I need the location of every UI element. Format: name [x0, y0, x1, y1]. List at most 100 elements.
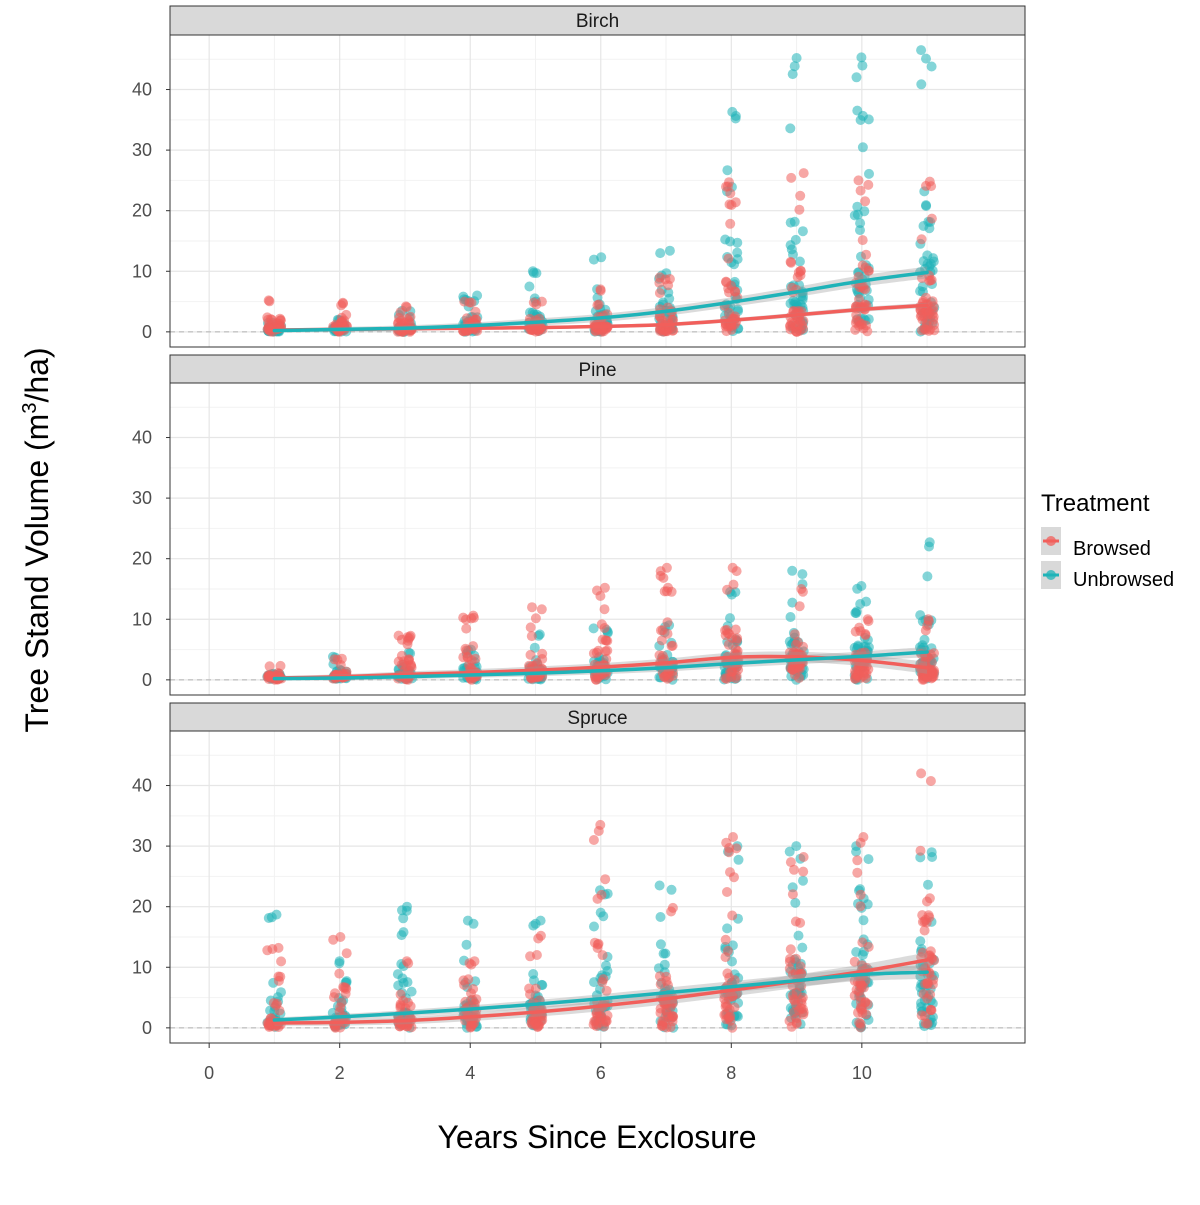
- data-point-unbrowsed: [528, 267, 539, 278]
- data-point-unbrowsed: [733, 854, 744, 865]
- y-tick-label: 30: [132, 140, 152, 160]
- data-point-browsed: [264, 296, 275, 307]
- data-point-browsed: [916, 768, 927, 779]
- data-point-unbrowsed: [849, 210, 860, 221]
- trend-ribbon-unbrowsed: [274, 965, 928, 1023]
- data-point-unbrowsed: [655, 248, 666, 259]
- data-point-unbrowsed: [797, 942, 808, 953]
- y-tick-label: 10: [132, 957, 152, 977]
- data-point-browsed: [850, 673, 860, 684]
- data-point-unbrowsed: [658, 948, 669, 959]
- legend-label-browsed: Browsed: [1073, 538, 1151, 560]
- panel-border: [169, 34, 1026, 348]
- data-point-unbrowsed: [588, 254, 599, 265]
- data-point-browsed: [922, 977, 933, 988]
- data-point-unbrowsed: [396, 930, 407, 941]
- data-point-browsed: [667, 670, 678, 681]
- data-point-unbrowsed: [798, 291, 808, 302]
- data-point-unbrowsed: [856, 52, 867, 63]
- data-point-browsed: [796, 1003, 806, 1014]
- data-point-browsed: [533, 933, 544, 944]
- data-point-unbrowsed: [787, 69, 798, 80]
- data-point-browsed: [925, 1005, 936, 1015]
- data-point-browsed: [919, 925, 930, 936]
- data-point-browsed: [793, 319, 804, 330]
- data-point-browsed: [593, 299, 604, 310]
- data-point-browsed: [861, 249, 872, 260]
- data-point-browsed: [726, 280, 736, 291]
- facet-strip: [169, 5, 1026, 36]
- data-point-unbrowsed: [528, 920, 539, 931]
- data-point-unbrowsed: [595, 907, 606, 918]
- data-point-browsed: [924, 275, 935, 286]
- data-point-unbrowsed: [921, 53, 931, 64]
- legend-entry-unbrowsed[interactable]: Unbrowsed: [1041, 561, 1174, 591]
- data-point-browsed: [662, 617, 673, 628]
- data-point-browsed: [468, 612, 479, 623]
- data-point-browsed: [536, 604, 547, 615]
- data-point-browsed: [598, 974, 609, 985]
- trend-line-unbrowsed: [272, 650, 929, 681]
- data-point-browsed: [795, 961, 806, 972]
- legend-entry-browsed[interactable]: Browsed: [1041, 527, 1151, 560]
- data-point-unbrowsed: [855, 218, 866, 229]
- data-point-browsed: [275, 971, 286, 982]
- data-point-browsed: [916, 1010, 927, 1021]
- data-point-unbrowsed: [401, 905, 412, 916]
- data-point-browsed: [661, 1005, 672, 1016]
- data-point-browsed: [524, 983, 535, 994]
- data-point-browsed: [461, 623, 472, 634]
- data-point-browsed: [722, 181, 733, 192]
- data-point-browsed: [795, 270, 806, 281]
- data-point-browsed: [470, 306, 481, 317]
- data-point-unbrowsed: [926, 61, 937, 72]
- data-point-browsed: [405, 630, 416, 641]
- data-point-browsed: [724, 992, 735, 1003]
- data-point-browsed: [860, 196, 871, 207]
- data-point-browsed: [666, 906, 677, 917]
- data-point-browsed: [334, 968, 345, 979]
- data-point-unbrowsed: [864, 168, 874, 179]
- data-point-browsed: [590, 674, 601, 685]
- data-point-unbrowsed: [398, 913, 409, 924]
- legend-title: Treatment: [1041, 490, 1150, 517]
- x-axis: 0 2 4 6 8 10: [204, 1043, 872, 1083]
- y-tick-label: 40: [132, 428, 152, 448]
- data-point-browsed: [336, 300, 347, 311]
- data-point-browsed: [601, 985, 612, 996]
- data-point-browsed: [657, 1016, 668, 1027]
- data-point-browsed: [921, 180, 931, 191]
- data-point-unbrowsed: [588, 623, 599, 634]
- data-point-browsed: [797, 586, 808, 597]
- data-point-browsed: [852, 867, 863, 878]
- data-point-browsed: [729, 1002, 740, 1013]
- data-point-browsed: [723, 1013, 734, 1024]
- data-point-unbrowsed: [468, 918, 479, 929]
- x-tick-label: 2: [335, 1063, 345, 1083]
- data-point-browsed: [595, 285, 606, 296]
- y-axis-title: Tree Stand Volume (m3/ha): [19, 347, 55, 732]
- data-point-unbrowsed: [654, 880, 665, 891]
- data-point-browsed: [399, 656, 409, 667]
- data-point-browsed: [855, 185, 866, 196]
- legend-key-point-unbrowsed: [1046, 570, 1056, 580]
- data-point-unbrowsed: [916, 45, 927, 56]
- data-point-unbrowsed: [921, 200, 931, 211]
- data-point-browsed: [656, 635, 667, 646]
- data-point-browsed: [471, 994, 482, 1005]
- x-axis-title: Years Since Exclosure: [438, 1119, 757, 1155]
- data-point-browsed: [403, 316, 414, 327]
- data-point-browsed: [592, 893, 603, 904]
- data-point-browsed: [789, 629, 800, 640]
- data-point-browsed: [863, 941, 874, 952]
- data-point-browsed: [595, 591, 606, 601]
- data-point-unbrowsed: [666, 884, 677, 895]
- data-point-browsed: [925, 776, 936, 786]
- data-point-unbrowsed: [722, 165, 733, 176]
- data-point-unbrowsed: [653, 963, 664, 974]
- data-point-browsed: [854, 294, 864, 305]
- data-point-unbrowsed: [397, 973, 408, 984]
- data-point-unbrowsed: [791, 53, 802, 63]
- data-point-browsed: [527, 602, 537, 613]
- data-point-browsed: [727, 910, 738, 921]
